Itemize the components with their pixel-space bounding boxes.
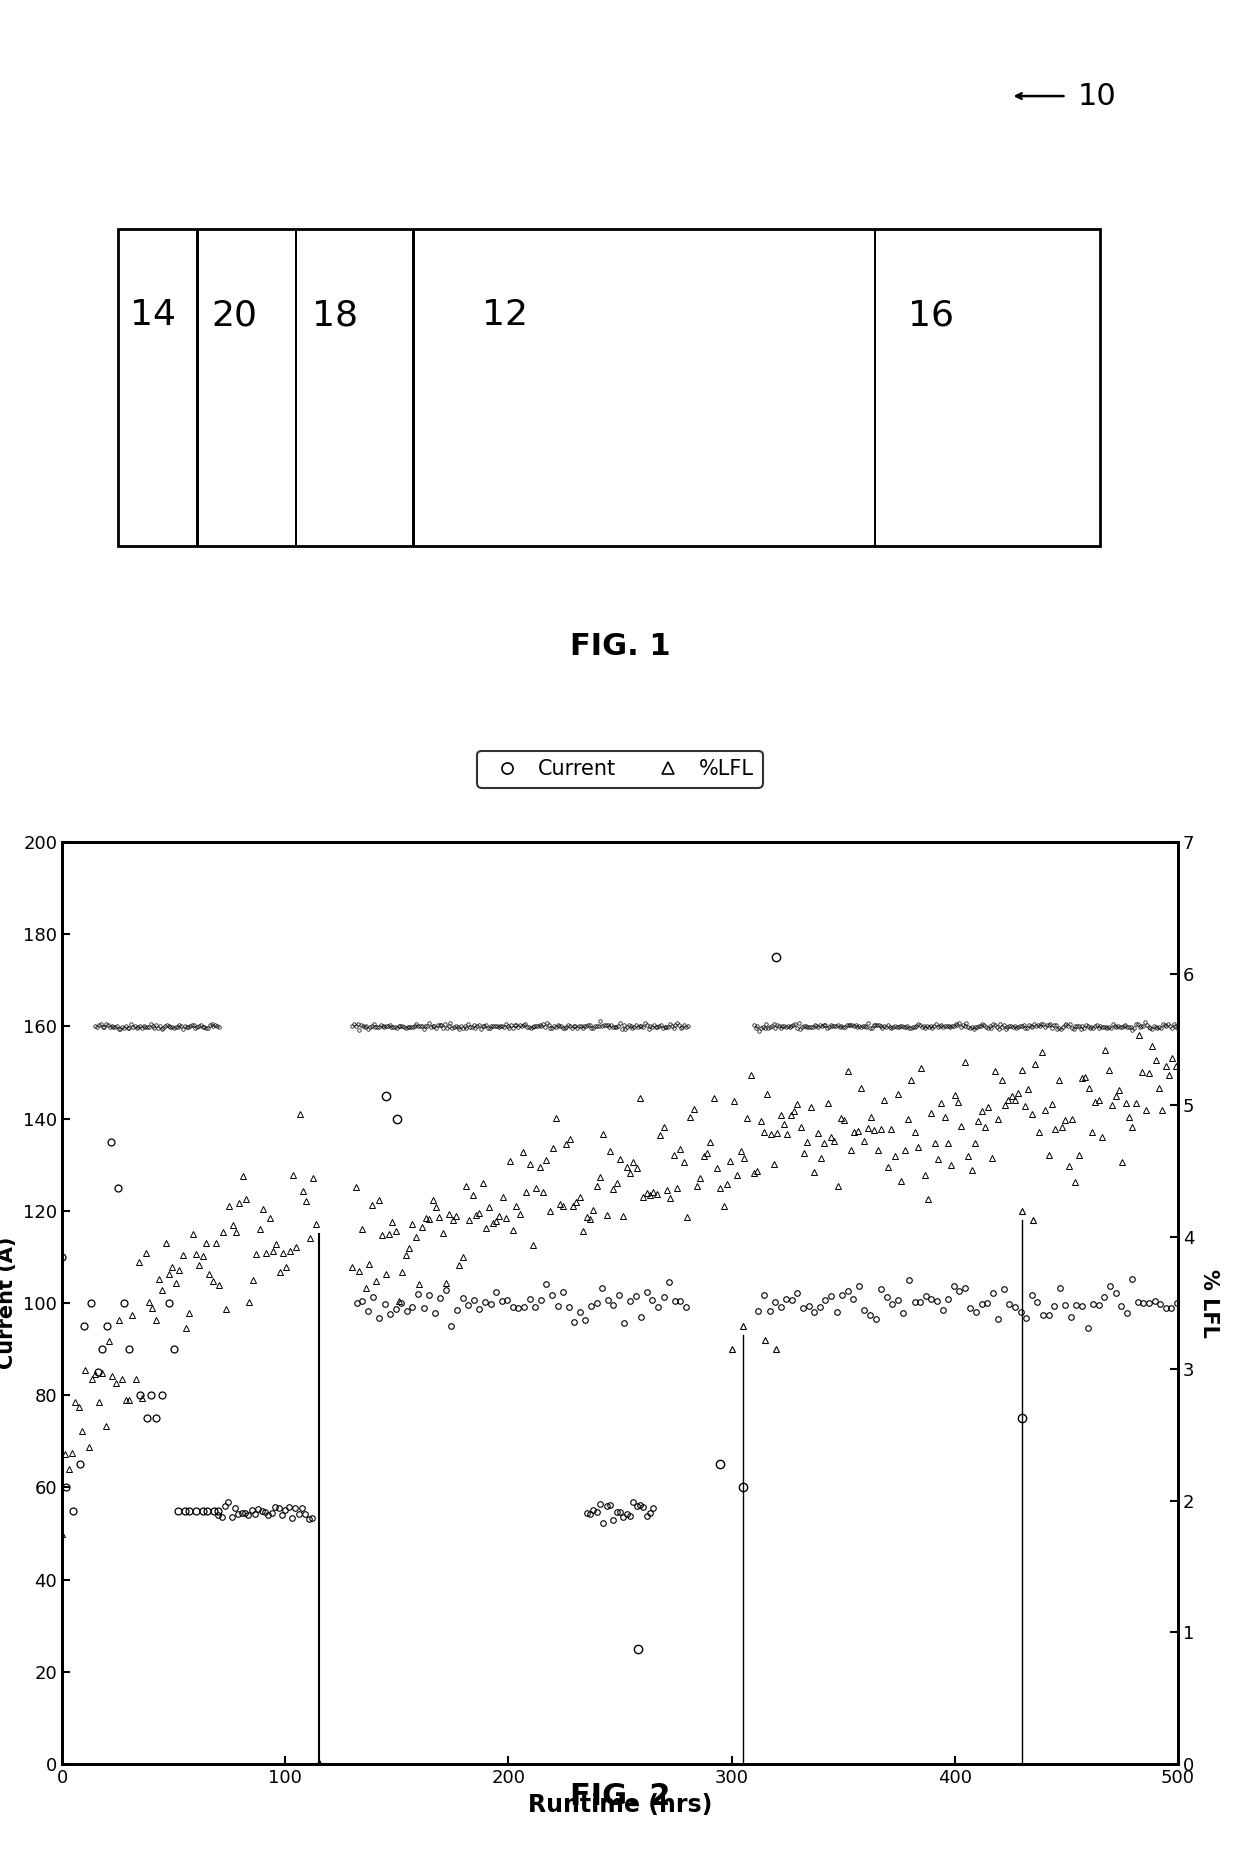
Legend: Current, %LFL: Current, %LFL <box>477 750 763 787</box>
Bar <box>874 228 877 546</box>
Text: FIG. 1: FIG. 1 <box>569 631 671 661</box>
Y-axis label: Current (A): Current (A) <box>0 1237 17 1369</box>
Bar <box>196 228 198 546</box>
Text: 14: 14 <box>130 299 176 332</box>
Y-axis label: % LFL: % LFL <box>1199 1268 1219 1337</box>
Bar <box>118 228 1100 546</box>
Text: 12: 12 <box>481 299 528 332</box>
Text: 20: 20 <box>211 299 257 332</box>
Text: 16: 16 <box>908 299 954 332</box>
Text: 18: 18 <box>312 299 358 332</box>
Text: 10: 10 <box>1078 82 1116 111</box>
Bar <box>413 228 414 546</box>
X-axis label: Runtime (hrs): Runtime (hrs) <box>528 1792 712 1816</box>
Text: FIG. 2: FIG. 2 <box>569 1781 671 1811</box>
Bar <box>295 228 296 546</box>
